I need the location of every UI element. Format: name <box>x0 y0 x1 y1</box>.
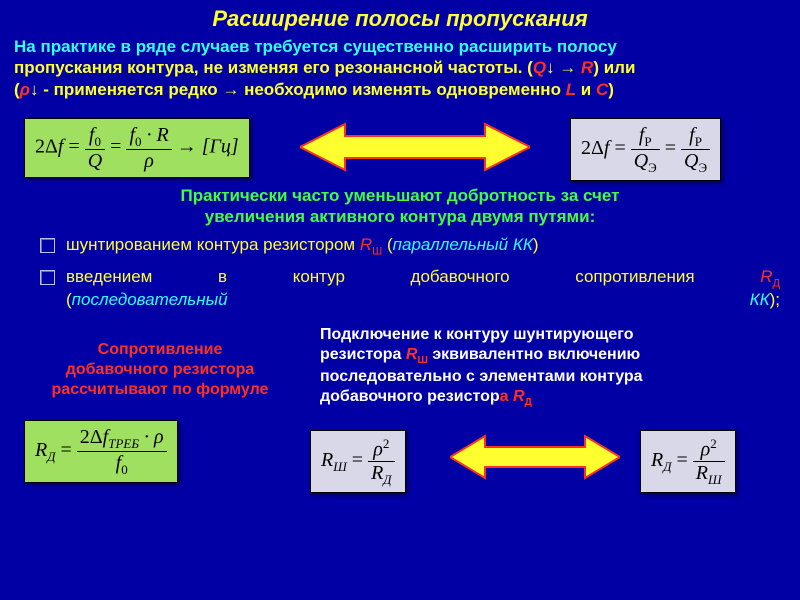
f2-d1: Q <box>634 150 648 172</box>
bullet-1: шунтированием контура резистором RШ (пар… <box>40 235 780 257</box>
intro-rho: ρ <box>20 80 30 99</box>
f2-d2s: Э <box>699 160 708 175</box>
subheading: Практически часто уменьшают добротность … <box>0 185 800 228</box>
slide-title: Расширение полосы пропускания <box>0 0 800 32</box>
intro-q: Q <box>533 58 546 77</box>
rsh-nsup: 2 <box>383 436 390 451</box>
b1i: параллельный КК <box>393 235 533 254</box>
ln3: рассчитывают по формуле <box>52 381 269 398</box>
rd2-d: R <box>696 462 708 484</box>
b1c: ) <box>533 235 539 254</box>
f2-n2s: P <box>695 134 702 149</box>
intro-close: ) <box>608 80 614 99</box>
f2-n1s: P <box>644 134 651 149</box>
rsh-n: ρ <box>373 439 383 461</box>
f1-ua: → <box>177 136 202 158</box>
intro-and: и <box>576 80 596 99</box>
rd-eq: = <box>56 439 77 461</box>
rn2b: эквивалентно включению <box>428 346 640 363</box>
rd2-n: ρ <box>701 439 711 461</box>
bullet-2: введением в контур добавочного сопротивл… <box>40 267 780 309</box>
f2-eq: = <box>609 137 630 159</box>
b2i: последовательный КК <box>72 290 770 309</box>
rd-np: 2Δ <box>80 426 103 448</box>
intro-l3b: - применяется редко → необходимо изменят… <box>38 80 565 99</box>
f2-d1s: Э <box>648 160 657 175</box>
left-note: Сопротивление добавочного резистора расс… <box>30 340 290 400</box>
rn2a: резистора <box>320 346 406 363</box>
intro-line2a: пропускания контура, не изменяя его резо… <box>14 58 533 77</box>
b1a: шунтированием контура резистором <box>66 235 360 254</box>
rn3: последовательно с элементами контура <box>320 368 643 385</box>
formula-bandwidth-2: 2Δf = fPQЭ = fPQЭ <box>570 118 721 181</box>
rd2-eq: = <box>672 449 693 471</box>
formula-rsh: RШ = ρ2RД <box>310 430 406 493</box>
rd2-ds: Ш <box>708 472 722 487</box>
rn1: Подключение к контуру шунтирующего <box>320 326 634 343</box>
rd2-nsup: 2 <box>710 436 717 451</box>
f1-pre: 2Δ <box>35 136 58 158</box>
intro-paren-or: ) или <box>593 58 635 77</box>
f1-d1: Q <box>85 150 105 171</box>
b1s: Ш <box>372 245 382 257</box>
f1-n1s: 0 <box>94 134 101 149</box>
b1r: R <box>360 235 372 254</box>
rn4r: R <box>513 388 525 405</box>
f1-unit: [Гц] <box>202 136 239 158</box>
rsh-l: R <box>321 449 333 471</box>
rd-nsuf: · ρ <box>139 426 164 448</box>
b2c: ); <box>770 290 780 309</box>
f1-eq: = <box>63 136 84 158</box>
f2-pre: 2Δ <box>581 137 604 159</box>
b1t: ( <box>382 235 392 254</box>
ln1: Сопротивление <box>98 341 223 358</box>
b2s: Д <box>773 278 780 290</box>
rd-ns: ТРЕБ <box>108 436 139 451</box>
subhead-l2: увеличения активного контура двумя путям… <box>205 207 596 226</box>
b2a: введением в контур добавочного сопротивл… <box>66 267 760 286</box>
right-note: Подключение к контуру шунтирующего резис… <box>320 325 780 409</box>
f1-n2suf: · R <box>142 124 169 146</box>
rsh-ls: Ш <box>333 459 347 474</box>
f2-eq2: = <box>665 137 681 159</box>
ln2: добавочного резистора <box>66 361 255 378</box>
rd-l: R <box>35 439 47 461</box>
b2r: R <box>760 267 772 286</box>
rd2-ls: Д <box>663 459 671 474</box>
rn2s: Ш <box>417 355 427 366</box>
formula-bandwidth-1: 2Δf = f0Q = f0 · Rρ → [Гц] <box>24 118 250 178</box>
rsh-ds: Д <box>383 472 391 487</box>
formula-rd: RД = 2ΔfТРЕБ · ρf0 <box>24 420 178 483</box>
rd-ds: 0 <box>121 462 128 477</box>
f2-d2: Q <box>684 150 698 172</box>
rd2-l: R <box>651 449 663 471</box>
rsh-d: R <box>371 462 383 484</box>
double-arrow-2 <box>450 432 620 487</box>
rn2r: R <box>406 346 418 363</box>
intro-C: C <box>596 80 608 99</box>
intro-r: R <box>581 58 593 77</box>
formula-rd2: RД = ρ2RШ <box>640 430 736 493</box>
rn4s: Д <box>525 397 532 408</box>
f1-eq2: = <box>110 136 126 158</box>
rn4b: а <box>500 388 513 405</box>
f1-d2: ρ <box>126 150 171 171</box>
double-arrow-1 <box>300 120 530 180</box>
subhead-l1: Практически часто уменьшают добротность … <box>181 186 620 205</box>
intro-line1: На практике в ряде случаев требуется сущ… <box>14 37 617 56</box>
rsh-eq: = <box>347 449 368 471</box>
rd-ls: Д <box>47 449 55 464</box>
rn4a: добавочного резистор <box>320 388 500 405</box>
intro-paragraph: На практике в ряде случаев требуется сущ… <box>0 32 800 100</box>
intro-arrow1: ↓ → <box>546 58 581 77</box>
intro-L: L <box>566 80 576 99</box>
bullet-list: шунтированием контура резистором RШ (пар… <box>40 235 780 320</box>
